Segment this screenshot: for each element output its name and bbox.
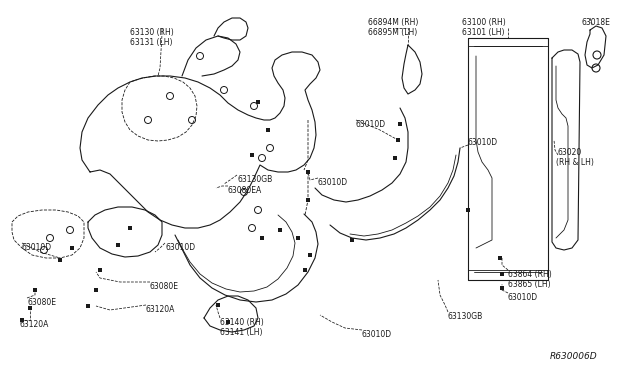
Bar: [20, 318, 24, 322]
Bar: [94, 288, 98, 292]
Bar: [308, 253, 312, 257]
Text: 63864 (RH): 63864 (RH): [508, 270, 552, 279]
Bar: [58, 258, 62, 262]
Text: 63865 (LH): 63865 (LH): [508, 280, 550, 289]
Bar: [396, 138, 400, 142]
Bar: [98, 268, 102, 272]
Bar: [306, 170, 310, 174]
Text: 63120A: 63120A: [20, 320, 49, 329]
Text: 63010D: 63010D: [356, 120, 386, 129]
Text: 63100 (RH): 63100 (RH): [462, 18, 506, 27]
Bar: [226, 320, 230, 324]
Bar: [216, 303, 220, 307]
Text: 63080E: 63080E: [27, 298, 56, 307]
Bar: [500, 286, 504, 290]
Bar: [33, 288, 37, 292]
Text: 63010D: 63010D: [318, 178, 348, 187]
Text: 63010D: 63010D: [362, 330, 392, 339]
Text: 63010D: 63010D: [165, 243, 195, 252]
Text: 63140 (RH): 63140 (RH): [220, 318, 264, 327]
Bar: [260, 236, 264, 240]
Bar: [398, 122, 402, 126]
Text: 63010D: 63010D: [468, 138, 498, 147]
Bar: [28, 306, 32, 310]
Text: 63080E: 63080E: [150, 282, 179, 291]
Bar: [70, 246, 74, 250]
Bar: [128, 226, 132, 230]
Text: 63120A: 63120A: [146, 305, 175, 314]
Bar: [266, 128, 270, 132]
Text: R630006D: R630006D: [550, 352, 598, 361]
Bar: [466, 208, 470, 212]
Bar: [498, 256, 502, 260]
Text: (RH & LH): (RH & LH): [556, 158, 594, 167]
Bar: [86, 304, 90, 308]
Bar: [350, 238, 354, 242]
Text: 63010D: 63010D: [22, 243, 52, 252]
Bar: [116, 243, 120, 247]
Bar: [500, 272, 504, 276]
Text: 63131 (LH): 63131 (LH): [130, 38, 173, 47]
Text: 63018E: 63018E: [582, 18, 611, 27]
Text: 63101 (LH): 63101 (LH): [462, 28, 504, 37]
Bar: [306, 198, 310, 202]
Bar: [256, 100, 260, 104]
Text: 63020: 63020: [558, 148, 582, 157]
Text: 66895M (LH): 66895M (LH): [368, 28, 417, 37]
Bar: [250, 153, 254, 157]
Text: 63130GB: 63130GB: [237, 175, 272, 184]
Bar: [296, 236, 300, 240]
Bar: [278, 228, 282, 232]
Text: 63130GB: 63130GB: [448, 312, 483, 321]
Text: 63010D: 63010D: [508, 293, 538, 302]
Bar: [393, 156, 397, 160]
Text: 63080EA: 63080EA: [228, 186, 262, 195]
Text: 63130 (RH): 63130 (RH): [130, 28, 173, 37]
Text: 63141 (LH): 63141 (LH): [220, 328, 262, 337]
Text: 66894M (RH): 66894M (RH): [368, 18, 419, 27]
Bar: [303, 268, 307, 272]
